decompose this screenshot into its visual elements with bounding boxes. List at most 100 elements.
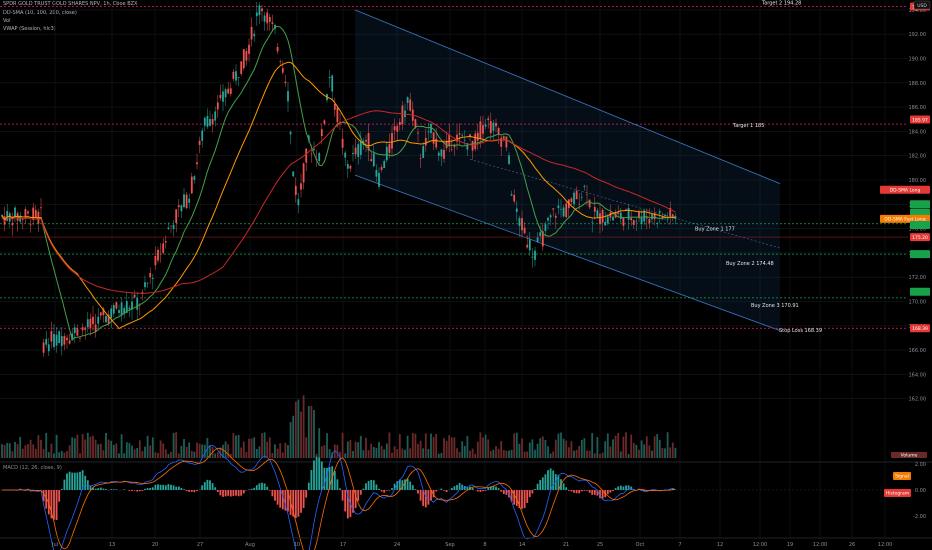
macd-histogram-bar	[336, 479, 339, 490]
price-tag	[910, 200, 930, 209]
volume-bar	[510, 449, 513, 458]
price-tick: 164.00	[909, 372, 927, 378]
volume-bar	[105, 432, 107, 458]
candle-body	[664, 214, 666, 217]
volume-bar	[58, 452, 61, 458]
volume-bar	[289, 422, 292, 458]
price-tick: 186.00	[909, 105, 927, 111]
macd-histogram-bar	[534, 489, 536, 490]
volume-bar	[136, 447, 139, 458]
macd-histogram-bar	[255, 485, 258, 490]
macd-histogram-bar	[196, 490, 198, 492]
candle-body	[97, 316, 100, 324]
macd-histogram-bar	[58, 490, 61, 502]
macd-histogram-bar	[266, 486, 269, 490]
candle-body	[102, 308, 105, 316]
macd-histogram-bar	[193, 490, 196, 493]
macd-histogram-bar	[50, 490, 53, 519]
volume-bar	[359, 435, 362, 458]
volume-bar	[216, 452, 219, 458]
volume-bar	[557, 433, 560, 458]
macd-histogram-bar	[326, 467, 328, 490]
volume-bar	[224, 441, 227, 458]
candle-body	[640, 216, 643, 224]
volume-bar	[578, 445, 581, 458]
volume-bar	[287, 445, 289, 458]
candle-body	[547, 217, 549, 221]
macd-histogram-bar	[445, 490, 448, 492]
volume-bar	[154, 452, 157, 458]
volume-bar	[443, 438, 445, 458]
candle-body	[157, 250, 159, 261]
macd-histogram-bar	[261, 482, 263, 490]
macd-tick: 0.00	[915, 488, 926, 494]
macd-histogram-bar	[484, 490, 487, 491]
volume-bar	[144, 446, 146, 458]
moving-average-lines	[1, 25, 676, 341]
candle-body	[500, 137, 503, 147]
annotation-label: Target 1 185	[732, 123, 764, 129]
price-tick: 182.00	[909, 154, 927, 160]
macd-histogram-bar	[235, 490, 237, 496]
candle-body	[653, 213, 656, 220]
time-tick: 25	[597, 542, 603, 548]
macd-line	[2, 445, 676, 550]
candle-body	[448, 134, 451, 146]
macd-histogram-bar	[97, 488, 100, 490]
indicator-label-dd-sma[interactable]: DD-SMA (10, 100, 200, close)	[3, 10, 77, 16]
macd-histogram-bar	[443, 490, 445, 491]
candle-body	[656, 222, 659, 224]
price-tick: 166.00	[909, 348, 927, 354]
candle-body	[419, 158, 422, 159]
volume-bar	[1, 444, 3, 458]
volume-bar	[133, 449, 136, 458]
macd-histogram-bar	[575, 490, 578, 494]
volume-bar	[414, 433, 417, 458]
volume-bar	[24, 445, 27, 458]
macd-histogram-bar	[237, 490, 240, 497]
candle-body	[105, 315, 107, 323]
annotation-label: Buy Zone 3 170.91	[751, 303, 799, 309]
volume-bar	[513, 433, 516, 458]
candle-body	[115, 302, 118, 309]
volume-bar	[268, 437, 271, 458]
macd-histogram-bar	[458, 482, 461, 490]
candle-body	[456, 134, 458, 142]
volume-bar	[671, 442, 674, 458]
candle-body	[47, 344, 50, 352]
candle-body	[601, 209, 604, 223]
macd-histogram-bar	[671, 488, 674, 490]
volume-bar	[86, 432, 89, 458]
candle-body	[510, 194, 513, 196]
sma-line	[1, 61, 676, 330]
macd-histogram-bar	[476, 490, 479, 492]
volume-bar	[203, 444, 206, 458]
volume-bar	[362, 450, 365, 458]
macd-histogram-bar	[323, 467, 326, 490]
candle-body	[622, 217, 625, 226]
volume-bar	[131, 445, 133, 458]
volume-bar	[526, 451, 529, 458]
volume-bar	[263, 432, 266, 458]
volume-bar	[437, 453, 440, 458]
candle-body	[92, 316, 94, 325]
candle-body	[261, 8, 263, 12]
volume-bar	[375, 447, 378, 458]
macd-histogram-bar	[276, 490, 279, 505]
volume-bar	[372, 447, 375, 458]
macd-histogram-bar	[274, 490, 276, 501]
candle-body	[32, 207, 35, 220]
macd-histogram-bar	[201, 485, 204, 490]
volume-bar	[79, 453, 81, 458]
candle-body	[453, 145, 456, 148]
candle-body	[79, 338, 81, 339]
channel-fill	[355, 9, 780, 331]
macd-histogram-bar	[268, 490, 271, 491]
indicator-label-vol[interactable]: Vol	[3, 18, 11, 24]
volume-bar	[47, 452, 50, 458]
indicator-label-vwap[interactable]: VWAP (Session, hlc3)	[3, 26, 56, 32]
volume-bar	[588, 450, 591, 458]
volume-bar	[484, 434, 487, 458]
price-tag	[910, 233, 930, 242]
